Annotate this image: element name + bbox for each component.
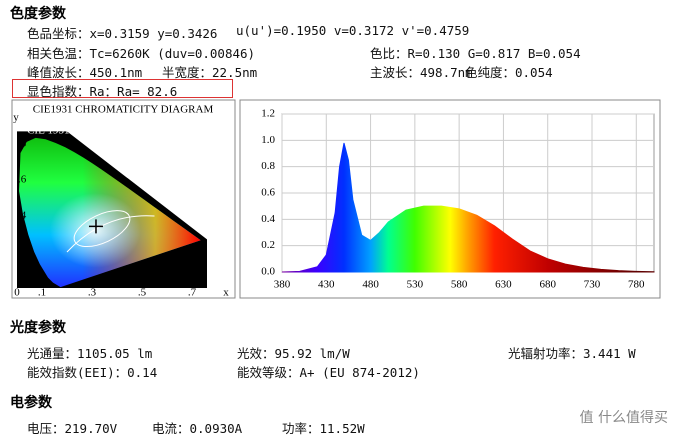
power: 功率：11.52W [282, 421, 365, 435]
efficacy: 光效：95.92 lm/W [237, 346, 350, 361]
y-tick-label: 0.2 [261, 239, 275, 251]
x-tick-label: 630 [495, 279, 512, 291]
uv: u(u')=0.1950 v=0.3172 v'=0.4759 [236, 23, 470, 38]
x-tick-label: 430 [318, 279, 335, 291]
y-tick-label: 0.8 [261, 160, 275, 172]
current: 电流：0.0930A [152, 421, 243, 435]
purity: 色纯度：0.054 [465, 65, 553, 80]
x-tick-label: 730 [584, 279, 601, 291]
highlight-box [12, 79, 233, 98]
half-width: 半宽度：22.5nm [162, 65, 258, 80]
y-tick-label: 0.0 [261, 266, 275, 278]
y-tick-label: 1.2 [261, 108, 275, 120]
y-tick-label: 1.0 [261, 134, 275, 146]
spectral-locus-white [19, 137, 201, 288]
cie-title: CIE1931 CHROMATICITY DIAGRAM [33, 104, 214, 116]
cie-x-tick-label: .3 [88, 287, 97, 299]
eei: 能效指数(EEI)：0.14 [27, 365, 158, 380]
section-title: 电参数 [10, 395, 52, 411]
cri: 显色指数：Ra：Ra= 82.6 [27, 84, 178, 99]
planckian-ellipse [73, 210, 131, 248]
cie-y-tick-label: .4 [18, 210, 27, 222]
watermark: 值 什么值得买 [579, 410, 668, 426]
cie-y-label: y [13, 112, 19, 124]
cie-x-tick-label: .5 [138, 287, 147, 299]
cie-x-tick-label: 0 [14, 287, 20, 299]
crosshair [88, 219, 103, 234]
cie-x-tick-label: .7 [188, 287, 197, 299]
radiant-power: 光辐射功率：3.441 W [508, 346, 636, 361]
cie-subtitle: CIE 1931XYZ CHROMATICITY DIAGRAM [27, 125, 233, 137]
cie-y-tick-label: .8 [18, 138, 27, 150]
dominant-wavelength: 主波长：498.7nm [370, 65, 473, 80]
section-title: 色度参数 [10, 6, 66, 22]
color-ratio: 色比：R=0.130 G=0.817 B=0.054 [370, 46, 581, 61]
x-tick-label: 380 [274, 279, 291, 291]
x-tick-label: 530 [407, 279, 424, 291]
y-tick-label: 0.6 [261, 187, 275, 199]
energy-class: 能效等级：A+ (EU 874-2012) [237, 365, 420, 380]
cie-x-tick-label: .1 [38, 287, 46, 299]
x-tick-label: 680 [539, 279, 556, 291]
planckian-locus [66, 215, 155, 253]
section-title: 光度参数 [10, 320, 66, 336]
x-tick-label: 580 [451, 279, 468, 291]
cie-y-tick-label: .6 [18, 174, 27, 186]
voltage: 电压：219.70V [27, 421, 118, 435]
peak-wavelength: 峰值波长：450.1nm [27, 65, 143, 80]
spectrum-area [281, 142, 655, 273]
x-tick-label: 780 [628, 279, 645, 291]
cie-x-label: x [223, 287, 229, 299]
cie-y-tick-label: .2 [18, 246, 26, 258]
x-tick-label: 480 [362, 279, 379, 291]
coordinates: 色品坐标：x=0.3159 y=0.3426 [27, 26, 218, 41]
flux: 光通量：1105.05 lm [27, 346, 153, 361]
cct: 相关色温：Tc=6260K (duv=0.00846) [27, 46, 256, 61]
y-tick-label: 0.4 [261, 213, 275, 225]
